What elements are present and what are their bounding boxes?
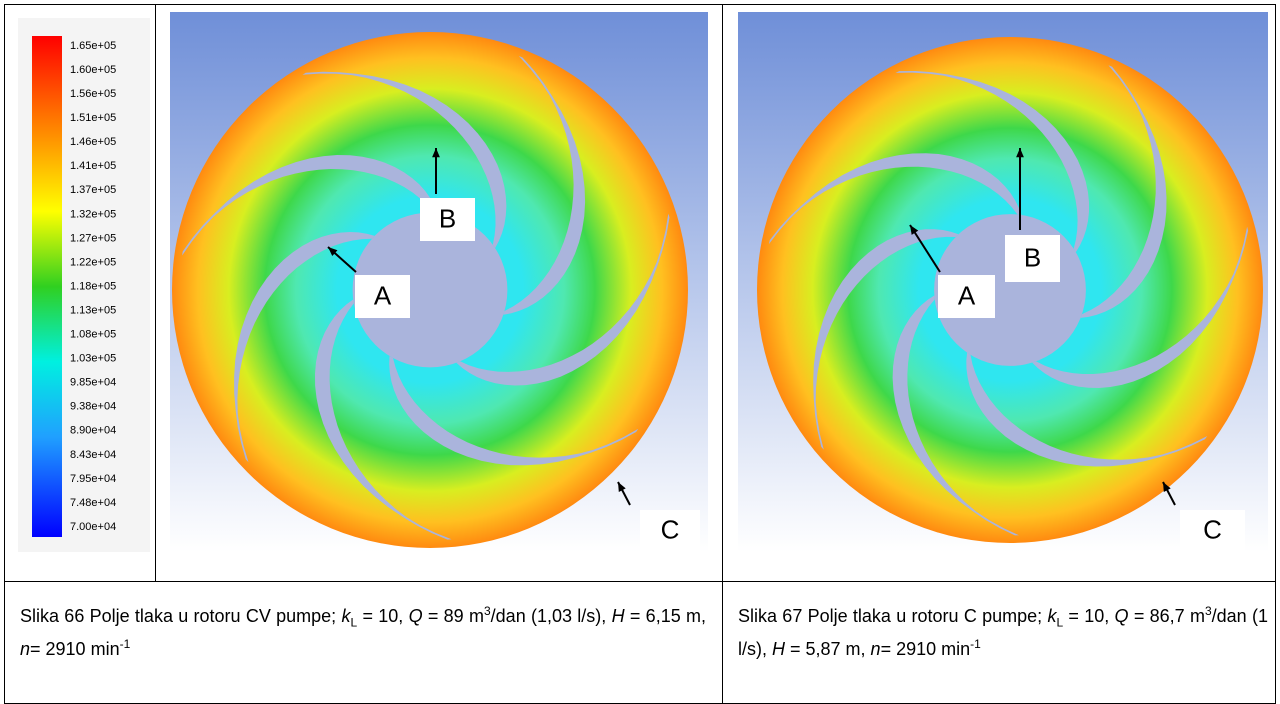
- colorbar-label: 7.48e+04: [70, 497, 116, 509]
- colorbar-label: 1.37e+05: [70, 184, 116, 196]
- caption-text: H: [772, 638, 785, 659]
- colorbar-label: 1.51e+05: [70, 112, 116, 124]
- colorbar-label: 1.13e+05: [70, 304, 116, 316]
- caption-text: = 5,87 m,: [785, 638, 871, 659]
- caption-text: n: [20, 638, 31, 659]
- caption-text: = 2910 min: [880, 638, 971, 659]
- caption-text: n: [870, 638, 881, 659]
- blade: [895, 71, 1089, 253]
- caption-text: = 86,7 m: [1128, 606, 1205, 626]
- colorbar-label: 8.90e+04: [70, 425, 116, 437]
- caption-text: = 2910 min: [30, 638, 120, 659]
- label-box: [640, 510, 700, 551]
- blade: [503, 56, 586, 315]
- colorbar-label: 9.85e+04: [70, 377, 116, 389]
- label-box: [355, 275, 410, 318]
- caption-text: k: [1047, 606, 1057, 626]
- caption-text: = 89 m: [422, 606, 484, 626]
- caption-text: 3: [483, 604, 491, 618]
- colorbar-label: 1.56e+05: [70, 88, 116, 100]
- caption-text: Q: [1114, 606, 1129, 626]
- arrow-head: [1016, 148, 1024, 158]
- caption-text: = 10,: [357, 606, 409, 626]
- label: C: [1203, 514, 1222, 544]
- blade: [966, 352, 1208, 467]
- colorbar-label: 1.60e+05: [70, 64, 116, 76]
- blade: [234, 232, 375, 463]
- impeller-hub: [352, 212, 508, 368]
- arrow-head: [618, 482, 626, 492]
- caption-text: Q: [408, 606, 423, 626]
- colorbar-label: 1.46e+05: [70, 136, 116, 148]
- caption-text: -1: [970, 636, 981, 651]
- label-box: [420, 198, 475, 241]
- caption-text: Slika 66 Polje tlaka u rotoru CV pumpe;: [20, 606, 342, 626]
- blade: [1080, 65, 1167, 318]
- colorbar-label: 1.03e+05: [70, 353, 116, 365]
- arrow-head: [910, 225, 919, 235]
- blade: [813, 229, 959, 450]
- caption-text: = 10,: [1063, 606, 1115, 626]
- label-box: [1180, 510, 1245, 551]
- colorbar-label: 8.43e+04: [70, 449, 116, 461]
- label: A: [958, 280, 976, 310]
- caption-text: -1: [119, 636, 131, 651]
- caption-text: Slika 67 Polje tlaka u rotoru C pumpe;: [738, 606, 1048, 626]
- colorbar-label: 1.22e+05: [70, 256, 116, 268]
- arrow-head: [328, 247, 338, 257]
- colorbar-label: 1.27e+05: [70, 232, 116, 244]
- blade: [389, 356, 639, 466]
- arrow: [909, 224, 941, 273]
- label: B: [439, 203, 456, 233]
- caption-text: k: [341, 606, 351, 626]
- arrow-head: [1163, 482, 1171, 492]
- blade: [456, 213, 670, 386]
- caption: Slika 66 Polje tlaka u rotoru CV pumpe; …: [20, 601, 706, 660]
- caption-text: /dan (1,03 l/s),: [490, 606, 612, 626]
- colorbar-label: 1.08e+05: [70, 329, 116, 341]
- colorbar-label: 1.41e+05: [70, 160, 116, 172]
- colorbar-label: 7.95e+04: [70, 473, 116, 485]
- caption-text: 3: [1204, 604, 1212, 618]
- colorbar-label: 7.00e+04: [70, 521, 116, 533]
- label-box: [938, 275, 995, 318]
- caption-text: /dan (1 l/s),: [738, 606, 1268, 659]
- label: B: [1024, 242, 1041, 272]
- colorbar-label: 9.38e+04: [70, 401, 116, 413]
- blade: [302, 71, 507, 249]
- colorbar: [32, 36, 62, 537]
- label-box: [1005, 235, 1060, 282]
- caption-text: L: [1056, 615, 1064, 630]
- label: C: [661, 514, 680, 544]
- colorbar-label: 1.18e+05: [70, 280, 116, 292]
- colorbar-label: 1.32e+05: [70, 208, 116, 220]
- colorbar-label: 1.65e+05: [70, 40, 116, 52]
- caption-text: L: [350, 615, 358, 630]
- caption-text: H: [611, 606, 625, 626]
- caption-text: = 6,15 m,: [624, 606, 706, 626]
- label: A: [374, 280, 392, 310]
- caption: Slika 67 Polje tlaka u rotoru C pumpe; k…: [738, 601, 1268, 660]
- blade: [1032, 226, 1249, 388]
- arrow-head: [432, 148, 440, 158]
